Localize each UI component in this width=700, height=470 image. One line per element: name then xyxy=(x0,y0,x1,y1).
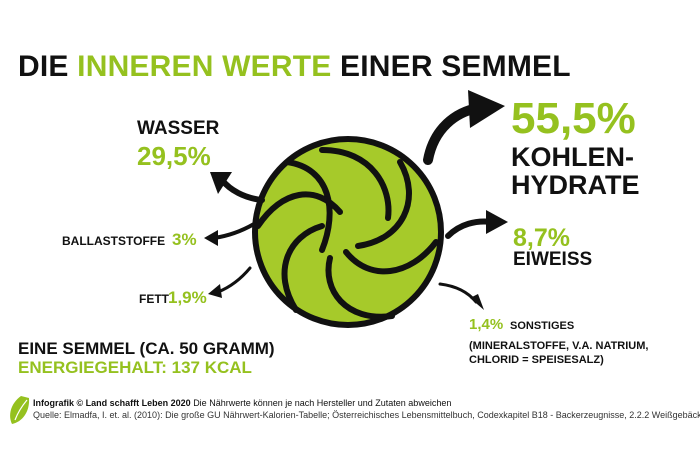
kohlenhydrate-label-line-2: HYDRATE xyxy=(511,170,640,200)
arrow-wasser-icon xyxy=(210,172,265,203)
arrow-ballaststoffe-icon xyxy=(204,222,256,246)
ballaststoffe-value: 3% xyxy=(172,230,197,249)
footer-source: Quelle: Elmadfa, I. et. al. (2010): Die … xyxy=(33,410,700,420)
arrow-eiweiss-icon xyxy=(445,210,508,239)
semmel-energy: ENERGIEGEHALT: 137 KCAL xyxy=(18,358,252,377)
footer-credit: Infografik © Land schafft Leben 2020 Die… xyxy=(33,398,451,408)
title-part-3: EINER SEMMEL xyxy=(340,50,571,83)
semmel-weight: EINE SEMMEL (CA. 50 GRAMM) xyxy=(18,339,275,358)
footer-credit-note: Die Nährwerte können je nach Hersteller … xyxy=(193,398,452,408)
arrow-kohlenhydrate-icon xyxy=(423,90,505,165)
title-part-1: DIE xyxy=(18,50,69,83)
sonstiges-label: SONSTIGES xyxy=(510,320,575,332)
wasser-label: WASSER xyxy=(137,118,220,139)
title-part-2: INNEREN WERTE xyxy=(77,50,332,83)
sonstiges-note-line-2: CHLORID = SPEISESALZ) xyxy=(469,354,604,366)
semmel-ball-icon xyxy=(252,136,444,328)
fett-value: 1,9% xyxy=(168,288,207,307)
sonstiges-value: 1,4% xyxy=(469,316,504,333)
footer-credit-bold: Infografik © Land schafft Leben 2020 xyxy=(33,398,191,408)
kohlenhydrate-label-line-1: KOHLEN- xyxy=(511,142,634,172)
ballaststoffe-label: BALLASTSTOFFE xyxy=(62,234,166,248)
leaf-logo-icon xyxy=(10,396,30,424)
wasser-value: 29,5% xyxy=(137,141,211,171)
eiweiss-label: EIWEISS xyxy=(513,249,593,270)
kohlenhydrate-value: 55,5% xyxy=(511,94,636,143)
arrow-fett-icon xyxy=(208,266,252,298)
arrow-sonstiges-icon xyxy=(438,282,484,310)
eiweiss-value: 8,7% xyxy=(513,224,570,252)
page-title: DIE INNEREN WERTE EINER SEMMEL xyxy=(18,50,571,84)
sonstiges-note-line-1: (MINERALSTOFFE, V.A. NATRIUM, xyxy=(469,340,649,352)
fett-label: FETT xyxy=(139,292,169,306)
